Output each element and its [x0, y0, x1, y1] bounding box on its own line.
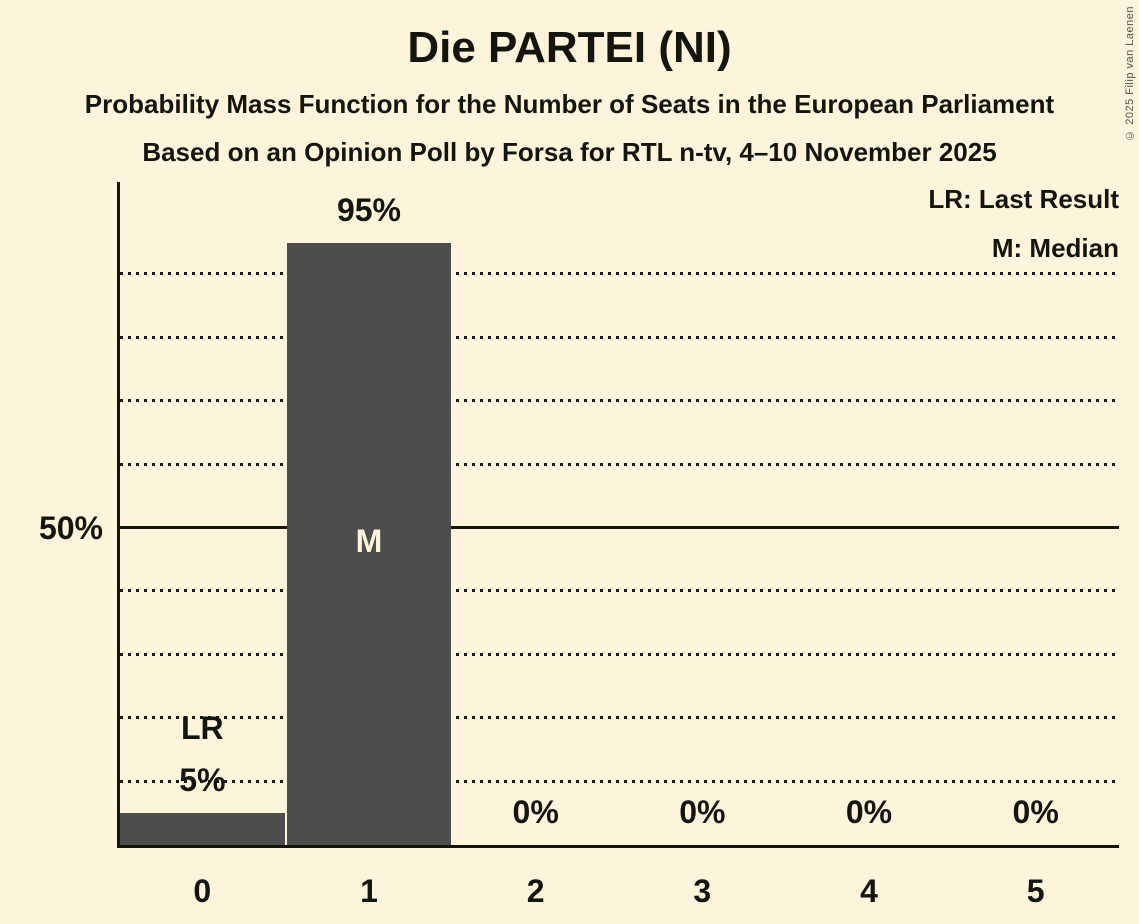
x-tick-label-0: 0: [193, 873, 212, 909]
gridline-20pct: [120, 716, 1119, 720]
bar-seat-0: [120, 813, 285, 845]
bar-value-label-seat-5: 0%: [1012, 794, 1059, 830]
chart-source-subtitle: Based on an Opinion Poll by Forsa for RT…: [142, 137, 997, 167]
y-axis-line: [117, 182, 120, 848]
median-marker-label: M: [355, 523, 383, 559]
gridline-60pct: [120, 462, 1119, 466]
bar-value-label-seat-4: 0%: [845, 794, 893, 830]
bar-value-label-seat-0: 5%: [179, 762, 226, 799]
gridline-40pct: [120, 589, 1119, 593]
legend-last-result: LR: Last Result: [928, 184, 1119, 214]
x-tick-label-5: 5: [1026, 873, 1045, 909]
gridline-30pct: [120, 652, 1119, 656]
plot-area: 5% 95% 0% 0% 0% 0% LR M: [119, 182, 1119, 845]
x-axis-line: [117, 845, 1119, 848]
x-tick-label-2: 2: [526, 873, 545, 909]
bar-value-label-seat-3: 0%: [679, 794, 726, 830]
bar-seat-1: [286, 242, 452, 845]
bar-value-label-seat-1: 95%: [336, 191, 401, 228]
y-axis-tick-label-50: 50%: [38, 510, 103, 546]
gridline-90pct: [120, 272, 1119, 276]
x-tick-label-3: 3: [693, 873, 712, 909]
legend-median: M: Median: [991, 233, 1119, 263]
chart-title: Die PARTEI (NI): [407, 23, 732, 72]
gridline-50pct-solid: [120, 526, 1119, 529]
x-tick-label-4: 4: [860, 873, 878, 909]
bar-value-label-seat-2: 0%: [512, 794, 559, 830]
x-tick-label-1: 1: [360, 873, 378, 909]
copyright-notice: © 2025 Filip van Laenen: [1124, 6, 1136, 141]
last-result-label: LR: [181, 710, 224, 747]
gridline-80pct: [120, 335, 1119, 339]
chart-subtitle: Probability Mass Function for the Number…: [84, 89, 1055, 119]
gridline-10pct: [120, 779, 1119, 783]
gridline-70pct: [120, 399, 1119, 403]
